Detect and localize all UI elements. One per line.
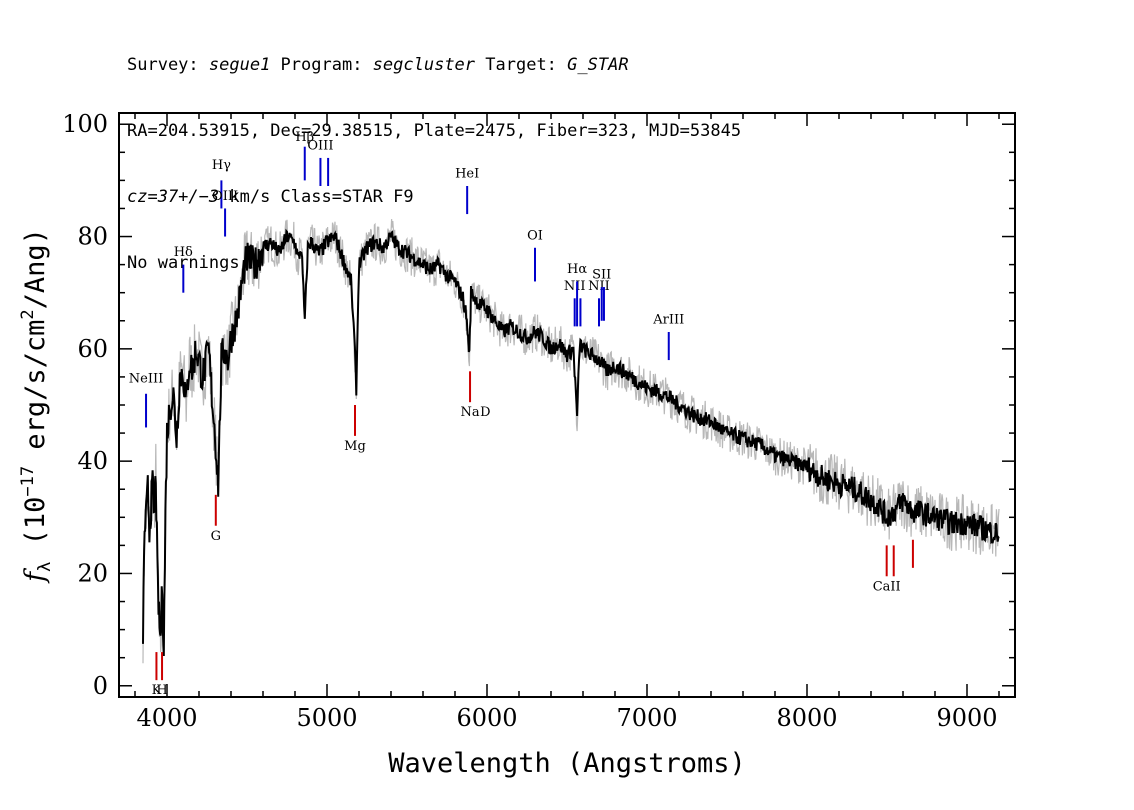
spectrum-header: Survey: segue1 Program: segcluster Targe…: [127, 10, 741, 296]
line-label: D: [480, 405, 490, 420]
line-label: NII: [564, 279, 586, 294]
x-tick-label: 8000: [776, 704, 837, 732]
line-label: OI: [527, 228, 543, 243]
line-label: Hβ: [295, 130, 314, 145]
y-tick-label: 40: [77, 447, 108, 475]
line-label: Na: [460, 405, 479, 420]
y-axis-title-part: λ: [35, 562, 55, 572]
y-axis-title: fλ (10−17 erg/s/cm2/Ang): [18, 228, 55, 584]
line-label: Hγ: [212, 158, 231, 173]
line-label: ArIII: [652, 313, 684, 328]
target-value: G_STAR: [567, 55, 629, 75]
y-tick-label: 80: [77, 223, 108, 251]
line-label: H: [156, 683, 167, 698]
y-axis-title-part: (10: [20, 497, 51, 562]
header-line-redshift: cz=37+/−3 km/s Class=STAR F9: [127, 186, 741, 208]
header-line-warnings: No warnings.: [127, 253, 250, 273]
program-label: Program:: [270, 55, 373, 75]
x-tick-label: 7000: [616, 704, 677, 732]
y-tick-label: 20: [77, 559, 108, 587]
x-tick-label: 5000: [296, 704, 357, 732]
line-label: Hδ: [174, 245, 193, 260]
y-axis-title-part: erg/s/cm: [20, 320, 51, 466]
line-label: OIII: [307, 139, 333, 154]
program-value: segcluster: [372, 55, 476, 75]
line-label: OIII: [212, 189, 238, 204]
target-label: Target:: [475, 55, 568, 75]
survey-value: segue1: [208, 55, 271, 75]
x-axis-title: Wavelength (Angstroms): [388, 748, 746, 779]
line-label: CaII: [873, 579, 901, 594]
y-axis-title-part: 2: [18, 309, 38, 319]
line-label: K: [152, 683, 162, 698]
y-tick-label: 100: [62, 110, 108, 138]
x-tick-label: 6000: [456, 704, 517, 732]
line-label: SII: [592, 268, 611, 283]
y-tick-label: 0: [93, 672, 108, 700]
y-tick-label: 60: [77, 335, 108, 363]
header-line-coordinates: RA=204.53915, Dec=29.38515, Plate=2475, …: [127, 121, 742, 141]
line-label: Mg: [344, 439, 366, 454]
class-value: km/s Class=STAR F9: [219, 187, 414, 207]
x-tick-label: 4000: [136, 704, 197, 732]
line-label: G: [211, 529, 221, 544]
redshift-value: cz=37+/−3: [127, 187, 220, 207]
header-line-survey: Survey: segue1 Program: segcluster Targe…: [127, 54, 741, 76]
plot-frame: [118, 112, 1016, 698]
survey-label: Survey:: [127, 55, 209, 75]
y-axis-title-part: /Ang): [20, 228, 51, 309]
line-label: Hα: [567, 262, 587, 277]
line-label: NeIII: [129, 372, 163, 387]
flux-line: [142, 228, 1000, 657]
line-label: HeI: [455, 167, 479, 182]
y-axis-title-part: −17: [18, 466, 38, 497]
x-tick-label: 9000: [936, 704, 997, 732]
